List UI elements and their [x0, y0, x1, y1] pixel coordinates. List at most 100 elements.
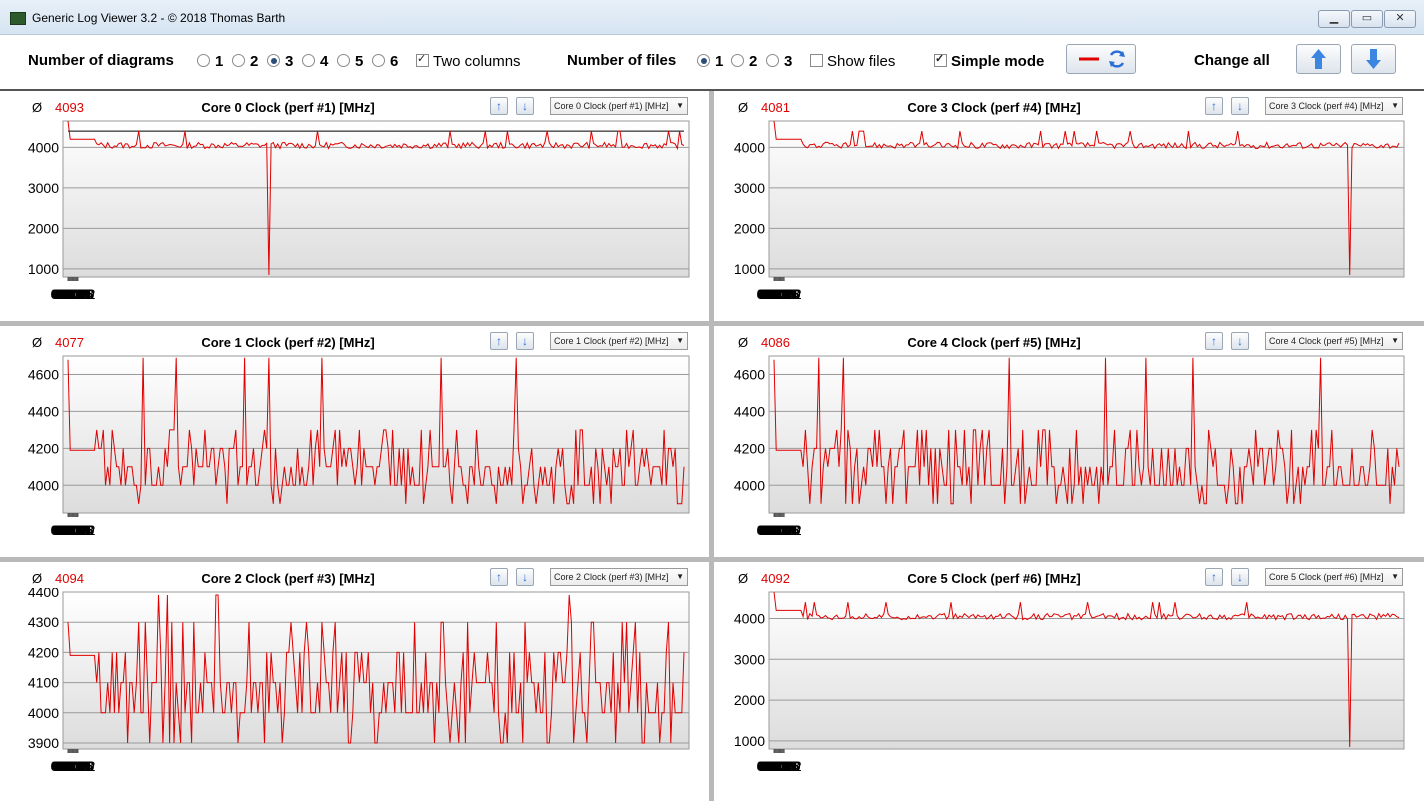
x-tick-label: 00:22 [60, 522, 95, 538]
diagram-panel-6: Ø 4092 Core 5 Clock (perf #6) [MHz] ↑ ↓ Core … [714, 564, 1424, 793]
x-tick-label: 00:14 [763, 286, 798, 302]
column-divider[interactable] [709, 91, 714, 801]
x-tick-label: 00:18 [59, 286, 94, 302]
move-down-button[interactable]: ↓ [516, 568, 534, 586]
move-up-button[interactable]: ↑ [1205, 568, 1223, 586]
move-up-button[interactable]: ↑ [490, 568, 508, 586]
diagrams-radio-5[interactable]: 5 [337, 53, 363, 70]
y-tick-label: 4000 [734, 611, 765, 627]
close-button[interactable]: ✕ [1384, 10, 1416, 28]
move-down-button[interactable]: ↓ [516, 332, 534, 350]
x-tick-label: 00:08 [54, 286, 89, 302]
move-up-button[interactable]: ↑ [1205, 332, 1223, 350]
diagrams-radio-6[interactable]: 6 [372, 53, 398, 70]
x-tick-label: 00:20 [766, 758, 801, 774]
arrow-up-icon [1311, 49, 1326, 69]
average-value: 4077 [55, 335, 84, 350]
files-radio-3[interactable]: 3 [766, 53, 792, 70]
x-tick-label: 00:02 [757, 522, 792, 538]
sensor-select[interactable]: Core 0 Clock (perf #1) [MHz] ▼ [550, 97, 688, 115]
move-up-button[interactable]: ↑ [490, 97, 508, 115]
arrow-up-icon: ↑ [1211, 570, 1217, 584]
y-tick-label: 4400 [734, 403, 765, 419]
simple-mode-checkbox[interactable]: Simple mode [934, 52, 1044, 70]
sensor-select-value: Core 5 Clock (perf #6) [MHz] [1269, 572, 1384, 582]
move-up-button[interactable]: ↑ [1205, 97, 1223, 115]
x-tick-label: 00:06 [53, 522, 88, 538]
y-tick-label: 4600 [734, 366, 765, 382]
sensor-select[interactable]: Core 2 Clock (perf #3) [MHz] ▼ [550, 568, 688, 586]
minimize-button[interactable]: ▁ [1318, 10, 1350, 28]
x-tick-label: 00:08 [760, 522, 795, 538]
x-tick-label: 00:10 [761, 286, 796, 302]
move-down-button[interactable]: ↓ [516, 97, 534, 115]
files-radio-1[interactable]: 1 [697, 53, 723, 70]
show-files-checkbox[interactable]: Show files [810, 53, 895, 70]
y-tick-label: 3900 [28, 735, 59, 751]
chart-svg: 1000 2000 3000 4000 00:0000:0200:0400:0600:0… [28, 120, 690, 302]
x-tick-label: 00:08 [54, 758, 89, 774]
color-refresh-button[interactable] [1066, 44, 1136, 74]
series-line [67, 594, 685, 744]
x-tick-label: 00:04 [52, 286, 87, 302]
x-tick-label: 00:18 [765, 758, 800, 774]
x-tick-label: 00:06 [759, 758, 794, 774]
y-tick-label: 1000 [734, 261, 765, 277]
arrow-down-icon: ↓ [1237, 334, 1243, 348]
diagrams-radio-3[interactable]: 3 [267, 53, 293, 70]
title-bar: Generic Log Viewer 3.2 - © 2018 Thomas B… [0, 0, 1424, 35]
y-tick-label: 4000 [28, 705, 59, 721]
sensor-select[interactable]: Core 4 Clock (perf #5) [MHz] ▼ [1265, 332, 1403, 350]
sensor-select[interactable]: Core 3 Clock (perf #4) [MHz] ▼ [1265, 97, 1403, 115]
sensor-select-value: Core 3 Clock (perf #4) [MHz] [1269, 101, 1384, 111]
move-up-all-button[interactable] [1296, 44, 1341, 74]
chart-svg: 1000 2000 3000 4000 00:0000:0200:0400:0600:0… [734, 120, 1405, 302]
maximize-button[interactable]: ▭ [1351, 10, 1383, 28]
y-tick-label: 4200 [734, 440, 765, 456]
diagram-panel-5: Ø 4094 Core 2 Clock (perf #3) [MHz] ↑ ↓ Core … [8, 564, 709, 793]
x-tick-label: 00:00 [50, 758, 85, 774]
x-tick-label: 00:22 [767, 286, 802, 302]
toolbar: Number of diagrams 1 2 3 4 5 6 Two colum… [0, 35, 1424, 91]
diagram-panel-1: Ø 4093 Core 0 Clock (perf #1) [MHz] ↑ ↓ Core … [8, 93, 709, 321]
move-down-button[interactable]: ↓ [1231, 568, 1249, 586]
chart-svg: 3900 4000 4100 4200 4300 4400 00:0000:0200:040… [28, 588, 690, 774]
files-radio-2[interactable]: 2 [731, 53, 757, 70]
move-down-button[interactable]: ↓ [1231, 332, 1249, 350]
average-value: 4093 [55, 100, 84, 115]
chevron-down-icon: ▼ [1391, 101, 1399, 110]
diagrams-radio-2[interactable]: 2 [232, 53, 258, 70]
x-tick-label: 00:10 [55, 522, 90, 538]
diagram-title: Core 1 Clock (perf #2) [MHz] [201, 335, 375, 350]
move-down-all-button[interactable] [1351, 44, 1396, 74]
diagrams-radio-4[interactable]: 4 [302, 53, 328, 70]
diagram-title: Core 5 Clock (perf #6) [MHz] [907, 571, 1081, 586]
arrow-down-icon [1366, 49, 1381, 69]
diagram-title: Core 3 Clock (perf #4) [MHz] [907, 100, 1081, 115]
row-divider-2[interactable] [0, 557, 1424, 562]
x-tick-label: 00:18 [765, 522, 800, 538]
x-tick-label: 00:02 [51, 286, 86, 302]
move-down-button[interactable]: ↓ [1231, 97, 1249, 115]
sensor-select[interactable]: Core 5 Clock (perf #6) [MHz] ▼ [1265, 568, 1403, 586]
series-line [773, 120, 1400, 276]
chevron-down-icon: ▼ [676, 101, 684, 110]
row-divider-1[interactable] [0, 321, 1424, 326]
plot-area [768, 591, 1405, 750]
y-tick-label: 1000 [734, 733, 765, 749]
diagram-panel-3: Ø 4077 Core 1 Clock (perf #2) [MHz] ↑ ↓ Core … [8, 328, 709, 557]
x-tick-label: 00:20 [766, 286, 801, 302]
move-up-button[interactable]: ↑ [490, 332, 508, 350]
x-tick-label: 00:08 [54, 522, 89, 538]
x-tick-label: 00:02 [51, 758, 86, 774]
y-tick-label: 2000 [734, 692, 765, 708]
x-tick-label: 00:02 [757, 758, 792, 774]
sensor-select[interactable]: Core 1 Clock (perf #2) [MHz] ▼ [550, 332, 688, 350]
two-columns-checkbox[interactable]: Two columns [416, 52, 521, 70]
y-tick-label: 4400 [28, 403, 59, 419]
sensor-select-value: Core 2 Clock (perf #3) [MHz] [554, 572, 669, 582]
diagrams-radio-1[interactable]: 1 [197, 53, 223, 70]
x-tick-label: 00:10 [761, 758, 796, 774]
arrow-down-icon: ↓ [522, 570, 528, 584]
